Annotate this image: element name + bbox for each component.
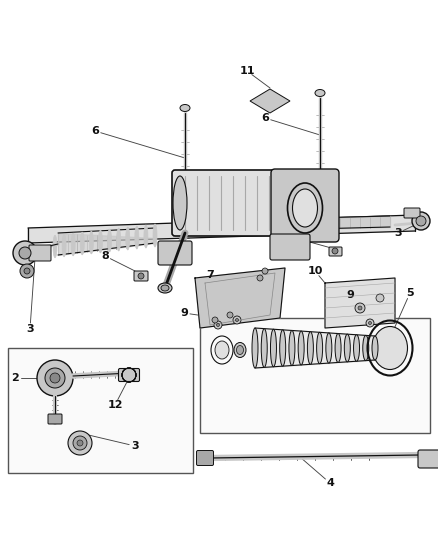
Ellipse shape: [161, 285, 169, 291]
Polygon shape: [195, 268, 285, 328]
Ellipse shape: [153, 224, 157, 247]
Ellipse shape: [53, 235, 57, 258]
Ellipse shape: [108, 229, 112, 252]
Circle shape: [358, 306, 362, 310]
Ellipse shape: [135, 226, 139, 249]
Circle shape: [138, 273, 144, 279]
Ellipse shape: [372, 336, 378, 360]
Ellipse shape: [363, 335, 369, 361]
Text: 4: 4: [326, 478, 334, 488]
Ellipse shape: [270, 329, 276, 367]
Bar: [8, 348, 193, 473]
Polygon shape: [28, 215, 415, 243]
Ellipse shape: [237, 345, 244, 354]
Ellipse shape: [344, 334, 350, 362]
Ellipse shape: [234, 343, 246, 358]
Ellipse shape: [353, 335, 360, 361]
Text: 8: 8: [101, 251, 109, 261]
Text: 8: 8: [291, 233, 299, 243]
Circle shape: [412, 212, 430, 230]
Text: 11: 11: [239, 66, 255, 76]
Circle shape: [214, 321, 222, 329]
Ellipse shape: [372, 327, 407, 369]
Ellipse shape: [326, 333, 332, 363]
Circle shape: [227, 312, 233, 318]
Ellipse shape: [180, 104, 190, 111]
Circle shape: [73, 436, 87, 450]
Ellipse shape: [62, 234, 66, 257]
Circle shape: [416, 216, 426, 226]
Circle shape: [77, 440, 83, 446]
Text: 6: 6: [261, 113, 269, 123]
Circle shape: [233, 316, 241, 324]
FancyBboxPatch shape: [270, 234, 310, 260]
Text: 6: 6: [91, 126, 99, 136]
Text: 5: 5: [406, 288, 414, 298]
Circle shape: [50, 373, 60, 383]
Text: 10: 10: [307, 266, 323, 276]
Circle shape: [13, 241, 37, 265]
Text: 12: 12: [107, 400, 123, 410]
Circle shape: [257, 275, 263, 281]
FancyBboxPatch shape: [48, 414, 62, 424]
Polygon shape: [325, 278, 395, 328]
Ellipse shape: [289, 330, 295, 366]
Text: 3: 3: [26, 324, 34, 334]
Circle shape: [376, 294, 384, 302]
Ellipse shape: [298, 331, 304, 365]
Circle shape: [366, 319, 374, 327]
FancyBboxPatch shape: [329, 247, 342, 256]
Ellipse shape: [144, 225, 148, 248]
Ellipse shape: [261, 329, 267, 367]
Bar: [200, 318, 430, 433]
Circle shape: [236, 319, 239, 321]
Text: 2: 2: [11, 373, 19, 383]
Circle shape: [45, 368, 65, 388]
Circle shape: [24, 268, 30, 274]
Ellipse shape: [315, 90, 325, 96]
Circle shape: [20, 264, 34, 278]
Circle shape: [355, 303, 365, 313]
FancyBboxPatch shape: [158, 241, 192, 265]
Ellipse shape: [293, 189, 318, 227]
FancyBboxPatch shape: [271, 169, 339, 242]
Ellipse shape: [173, 176, 187, 230]
Circle shape: [368, 321, 371, 325]
Ellipse shape: [335, 334, 341, 362]
FancyBboxPatch shape: [119, 368, 139, 382]
Text: 3: 3: [394, 228, 402, 238]
Ellipse shape: [307, 332, 313, 365]
Ellipse shape: [126, 227, 130, 250]
Text: 3: 3: [131, 441, 139, 451]
Circle shape: [19, 247, 31, 259]
Ellipse shape: [215, 341, 229, 359]
Text: 9: 9: [346, 290, 354, 300]
FancyBboxPatch shape: [134, 271, 148, 281]
FancyBboxPatch shape: [418, 450, 438, 468]
Circle shape: [262, 268, 268, 274]
Circle shape: [37, 360, 73, 396]
Ellipse shape: [317, 332, 323, 364]
FancyBboxPatch shape: [172, 170, 288, 236]
FancyBboxPatch shape: [29, 245, 51, 261]
Ellipse shape: [89, 231, 93, 254]
FancyBboxPatch shape: [197, 450, 213, 465]
Text: 7: 7: [206, 270, 214, 280]
Circle shape: [216, 324, 219, 327]
Ellipse shape: [158, 283, 172, 293]
Text: 9: 9: [180, 308, 188, 318]
Polygon shape: [250, 89, 290, 113]
FancyBboxPatch shape: [404, 208, 420, 218]
Text: 1: 1: [191, 182, 199, 192]
Ellipse shape: [252, 328, 258, 368]
Circle shape: [212, 317, 218, 323]
Ellipse shape: [80, 232, 84, 255]
Ellipse shape: [71, 233, 75, 256]
Ellipse shape: [99, 230, 102, 253]
Circle shape: [68, 431, 92, 455]
Ellipse shape: [280, 330, 286, 366]
Ellipse shape: [117, 228, 120, 251]
Circle shape: [332, 248, 338, 254]
